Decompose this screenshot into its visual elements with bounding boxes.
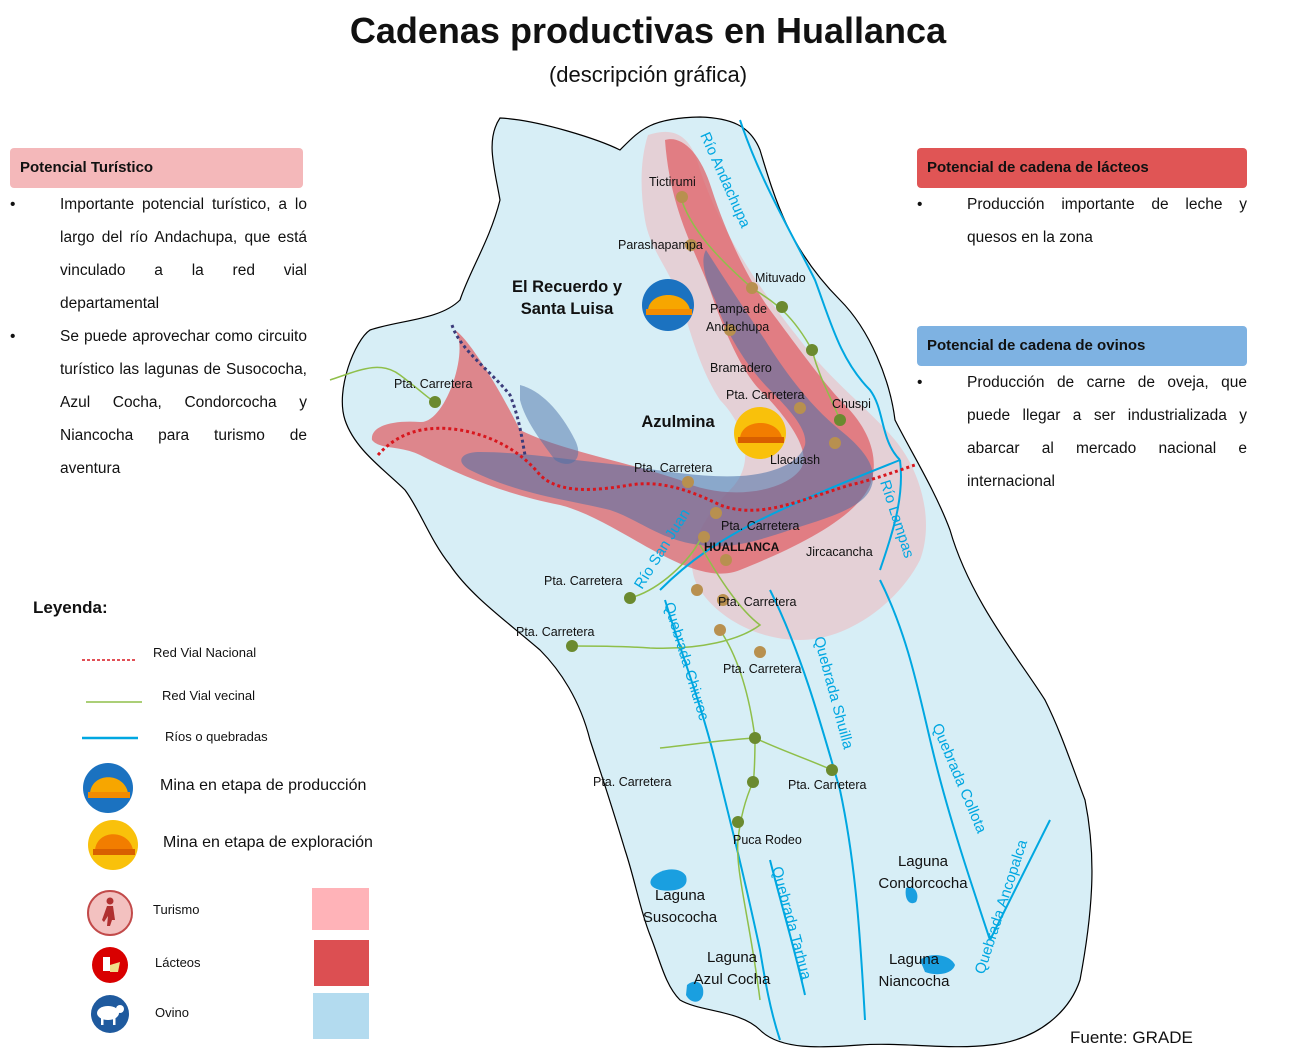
bullet-icon: •	[917, 196, 923, 213]
sheep-zone	[461, 250, 874, 547]
label-pta-carretera: Pta. Carretera	[723, 662, 802, 676]
panel-dairy-heading: Potencial de cadena de lácteos	[917, 148, 1247, 188]
legend-label-mine-exploration: Mina en etapa de exploración	[163, 834, 373, 851]
legend-label-mine-production: Mina en etapa de producción	[160, 777, 367, 794]
panel-tourism-bullet: Se puede aprovechar como circuito turíst…	[60, 328, 307, 477]
bullet-icon: •	[10, 328, 16, 345]
panel-sheep: Potencial de cadena de ovinos • Producci…	[917, 326, 1247, 498]
label-pta-carretera: Pta. Carretera	[593, 775, 672, 789]
legend-mine-exploration-icon	[88, 820, 138, 870]
mine-production-icon	[642, 279, 694, 331]
legend-sheep-icon	[91, 995, 129, 1033]
panel-dairy-bullet: Producción importante de leche y quesos …	[967, 196, 1247, 246]
national-road-north	[450, 324, 527, 456]
label-lagoon: Laguna	[889, 951, 940, 968]
lagoon-niancocha	[920, 955, 955, 975]
panel-tourism: Potencial Turístico • Importante potenci…	[10, 148, 307, 485]
page-title: Cadenas productivas en Huallanca	[349, 10, 947, 51]
panel-tourism-heading: Potencial Turístico	[10, 148, 303, 188]
legend-label-national-road: Red Vial Nacional	[153, 645, 257, 660]
legend-label-local-road: Red Vial vecinal	[162, 688, 255, 703]
legend-dairy-icon	[92, 947, 128, 983]
panel-sheep-bullet: Producción de carne de oveja, que puede …	[967, 374, 1247, 490]
legend-sheep-swatch	[313, 993, 369, 1039]
label-jircacancha: Jircacancha	[806, 545, 873, 559]
legend-dairy-swatch	[314, 940, 369, 986]
label-lagoon: Susococha	[643, 909, 718, 926]
legend-mine-production-icon	[83, 763, 133, 813]
label-tictirumi: Tictirumi	[649, 175, 696, 189]
bullet-icon: •	[917, 374, 923, 391]
legend-label-dairy: Lácteos	[155, 955, 201, 970]
lagoon-azulcocha	[686, 981, 704, 1002]
label-lagoon: Laguna	[655, 887, 706, 904]
legend-tourism-swatch	[312, 888, 369, 930]
label-lagoon: Condorcocha	[878, 875, 968, 892]
list-item: • Se puede aprovechar como circuito turí…	[10, 320, 307, 485]
source-credit: Fuente: GRADE	[1070, 1028, 1193, 1047]
label-bramadero: Bramadero	[710, 361, 772, 375]
rivers	[659, 119, 1051, 1041]
river-san-juan	[659, 459, 901, 591]
panel-dairy: Potencial de cadena de lácteos • Producc…	[917, 148, 1247, 254]
label-pta-carretera: Pta. Carretera	[718, 595, 797, 609]
label-mine-exploration: Azulmina	[641, 413, 715, 431]
river-collota	[879, 579, 991, 941]
sheep-zone-west	[520, 385, 579, 464]
lagoon-susococha	[650, 869, 687, 891]
page-subtitle: (descripción gráfica)	[548, 62, 748, 87]
river-shuilla	[769, 589, 866, 1021]
label-pampa-2: Andachupa	[706, 320, 769, 334]
bullet-icon: •	[10, 196, 16, 213]
legend-label-tourism: Turismo	[153, 902, 200, 917]
label-huallanca: HUALLANCA	[704, 540, 780, 554]
label-mituvado: Mituvado	[755, 271, 806, 285]
list-item: • Producción de carne de oveja, que pued…	[917, 366, 1247, 498]
national-road	[376, 426, 916, 512]
mine-exploration-icon	[734, 407, 786, 459]
lagoon-condorcocha	[905, 887, 918, 904]
list-item: • Producción importante de leche y queso…	[917, 188, 1247, 254]
road-nodes	[429, 191, 846, 828]
label-mine-production-1: El Recuerdo y	[512, 278, 623, 296]
label-llacuash: Llacuash	[770, 453, 820, 467]
label-pta-carretera: Pta. Carretera	[516, 625, 595, 639]
label-mine-production-2: Santa Luisa	[520, 300, 614, 318]
river-tarhua	[769, 859, 806, 996]
label-chuspi: Chuspi	[832, 397, 871, 411]
panel-tourism-bullet: Importante potencial turístico, a lo lar…	[60, 196, 307, 312]
local-roads	[329, 194, 841, 1001]
legend-tourism-icon	[87, 890, 133, 936]
label-pta-carretera: Pta. Carretera	[394, 377, 473, 391]
river-chiuroc	[664, 599, 781, 1041]
panel-sheep-heading: Potencial de cadena de ovinos	[917, 326, 1247, 366]
river-ancopalca	[989, 819, 1051, 941]
label-lagoon: Laguna	[707, 949, 758, 966]
label-parashapampa: Parashapampa	[618, 238, 703, 252]
territory-outline	[341, 116, 1093, 1048]
label-pta-carretera: Pta. Carretera	[544, 574, 623, 588]
list-item: • Importante potencial turístico, a lo l…	[10, 188, 307, 320]
label-pta-carretera: Pta. Carretera	[721, 519, 800, 533]
legend-label-rivers: Ríos o quebradas	[165, 729, 268, 744]
label-lagoon: Niancocha	[879, 973, 951, 990]
label-pta-carretera: Pta. Carretera	[634, 461, 713, 475]
lagoons	[650, 869, 955, 1002]
legend-title: Leyenda:	[33, 598, 108, 617]
label-lagoon: Azul Cocha	[694, 971, 771, 988]
river-lampas	[879, 459, 902, 571]
label-puca-rodeo: Puca Rodeo	[733, 833, 802, 847]
label-pta-carretera: Pta. Carretera	[788, 778, 867, 792]
legend-label-sheep: Ovino	[155, 1005, 189, 1020]
label-pampa-1: Pampa de	[710, 302, 767, 316]
river-andachupa	[739, 119, 901, 461]
label-pta-carretera: Pta. Carretera	[726, 388, 805, 402]
label-lagoon: Laguna	[898, 853, 949, 870]
